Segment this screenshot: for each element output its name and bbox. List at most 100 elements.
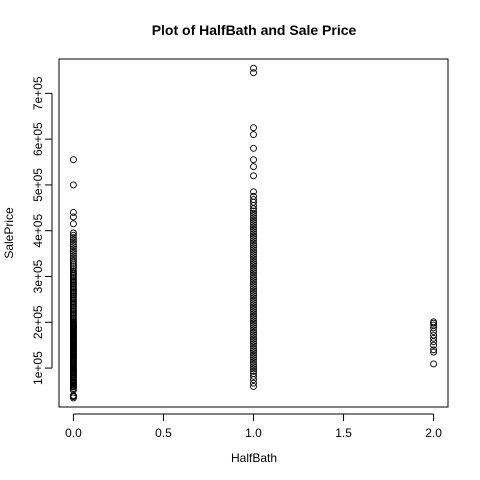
data-point (250, 69, 257, 77)
data-point (69, 268, 77, 275)
data-point (250, 214, 257, 222)
data-point (69, 231, 77, 239)
data-point (250, 232, 257, 240)
data-point (69, 243, 77, 251)
data-point (250, 64, 257, 72)
data-point (250, 285, 257, 293)
data-point (69, 213, 77, 221)
data-point (69, 250, 77, 258)
data-point (250, 349, 257, 357)
y-tick-label: 7e+05 (31, 76, 45, 110)
data-point (250, 244, 257, 252)
x-axis-label: HalfBath (231, 451, 277, 465)
data-point (250, 253, 257, 261)
data-point (69, 236, 77, 244)
data-point (69, 245, 77, 253)
data-point (250, 248, 257, 256)
x-tick-label: 1.5 (335, 426, 352, 440)
data-point (69, 220, 77, 228)
data-point (250, 196, 257, 204)
data-point (250, 192, 257, 200)
x-axis: 0.0 0.5 1.0 1.5 2.0 (65, 413, 442, 440)
data-point (250, 269, 257, 277)
data-point (69, 240, 77, 248)
plot-frame (58, 58, 449, 408)
data-point (250, 344, 257, 352)
data-point (250, 237, 257, 245)
data-point (250, 289, 257, 297)
data-point (69, 181, 77, 189)
data-point (250, 241, 257, 249)
data-point (430, 321, 438, 329)
data-point (250, 379, 257, 387)
data-point (250, 370, 257, 378)
data-point (250, 319, 257, 327)
data-point (69, 208, 77, 216)
data-point (250, 228, 257, 236)
data-point (250, 372, 257, 380)
data-point (250, 251, 257, 258)
data-point (250, 340, 257, 348)
data-point (250, 239, 257, 247)
data-point (250, 312, 257, 320)
data-point (250, 294, 257, 302)
y-tick-label: 5e+05 (31, 168, 45, 202)
chart-title: Plot of HalfBath and Sale Price (152, 22, 357, 38)
data-point (430, 334, 438, 342)
data-point (69, 254, 77, 262)
data-point (250, 303, 257, 311)
data-point (250, 271, 257, 279)
data-point (430, 331, 438, 339)
data-point (250, 342, 257, 350)
data-point (250, 335, 257, 343)
data-point (250, 382, 257, 390)
data-point (250, 347, 257, 355)
data-point (250, 235, 257, 242)
y-tick-label: 1e+05 (31, 351, 45, 385)
data-point (250, 354, 257, 361)
data-point (250, 356, 257, 364)
data-point (250, 333, 257, 341)
data-point (250, 283, 257, 291)
data-point (250, 324, 257, 332)
data-point (250, 262, 257, 270)
data-point (250, 212, 257, 220)
data-point (250, 257, 257, 265)
y-tick-label: 2e+05 (31, 305, 45, 339)
data-point (430, 318, 438, 326)
data-point (250, 246, 257, 254)
data-point (250, 322, 257, 329)
data-point (250, 163, 257, 171)
data-point (250, 360, 257, 368)
data-point (250, 287, 257, 295)
data-point (250, 172, 257, 180)
data-point (250, 230, 257, 238)
y-axis-label: SalePrice (2, 207, 16, 259)
data-point (250, 317, 257, 325)
x-tick-label: 0.5 (155, 426, 172, 440)
data-point (250, 310, 257, 318)
data-point (69, 156, 77, 164)
x-tick-label: 0.0 (65, 426, 82, 440)
y-tick-label: 3e+05 (31, 259, 45, 293)
data-point (430, 360, 438, 368)
data-point (69, 229, 77, 237)
data-point (250, 156, 257, 164)
data-point (69, 252, 77, 260)
y-tick-label: 4e+05 (31, 214, 45, 248)
data-point (69, 247, 77, 255)
y-axis: 1e+05 2e+05 3e+05 4e+05 5e+05 6e+05 7e+05 (31, 76, 53, 385)
data-point (250, 216, 257, 224)
data-point (250, 301, 257, 309)
data-point (250, 219, 257, 226)
data-point (69, 264, 77, 272)
data-point (250, 124, 257, 132)
data-point (250, 338, 257, 345)
data-point (250, 144, 257, 152)
data-point (430, 341, 438, 349)
data-point (250, 328, 257, 336)
data-point (250, 223, 257, 231)
data-point (430, 346, 438, 354)
data-point (69, 266, 77, 274)
